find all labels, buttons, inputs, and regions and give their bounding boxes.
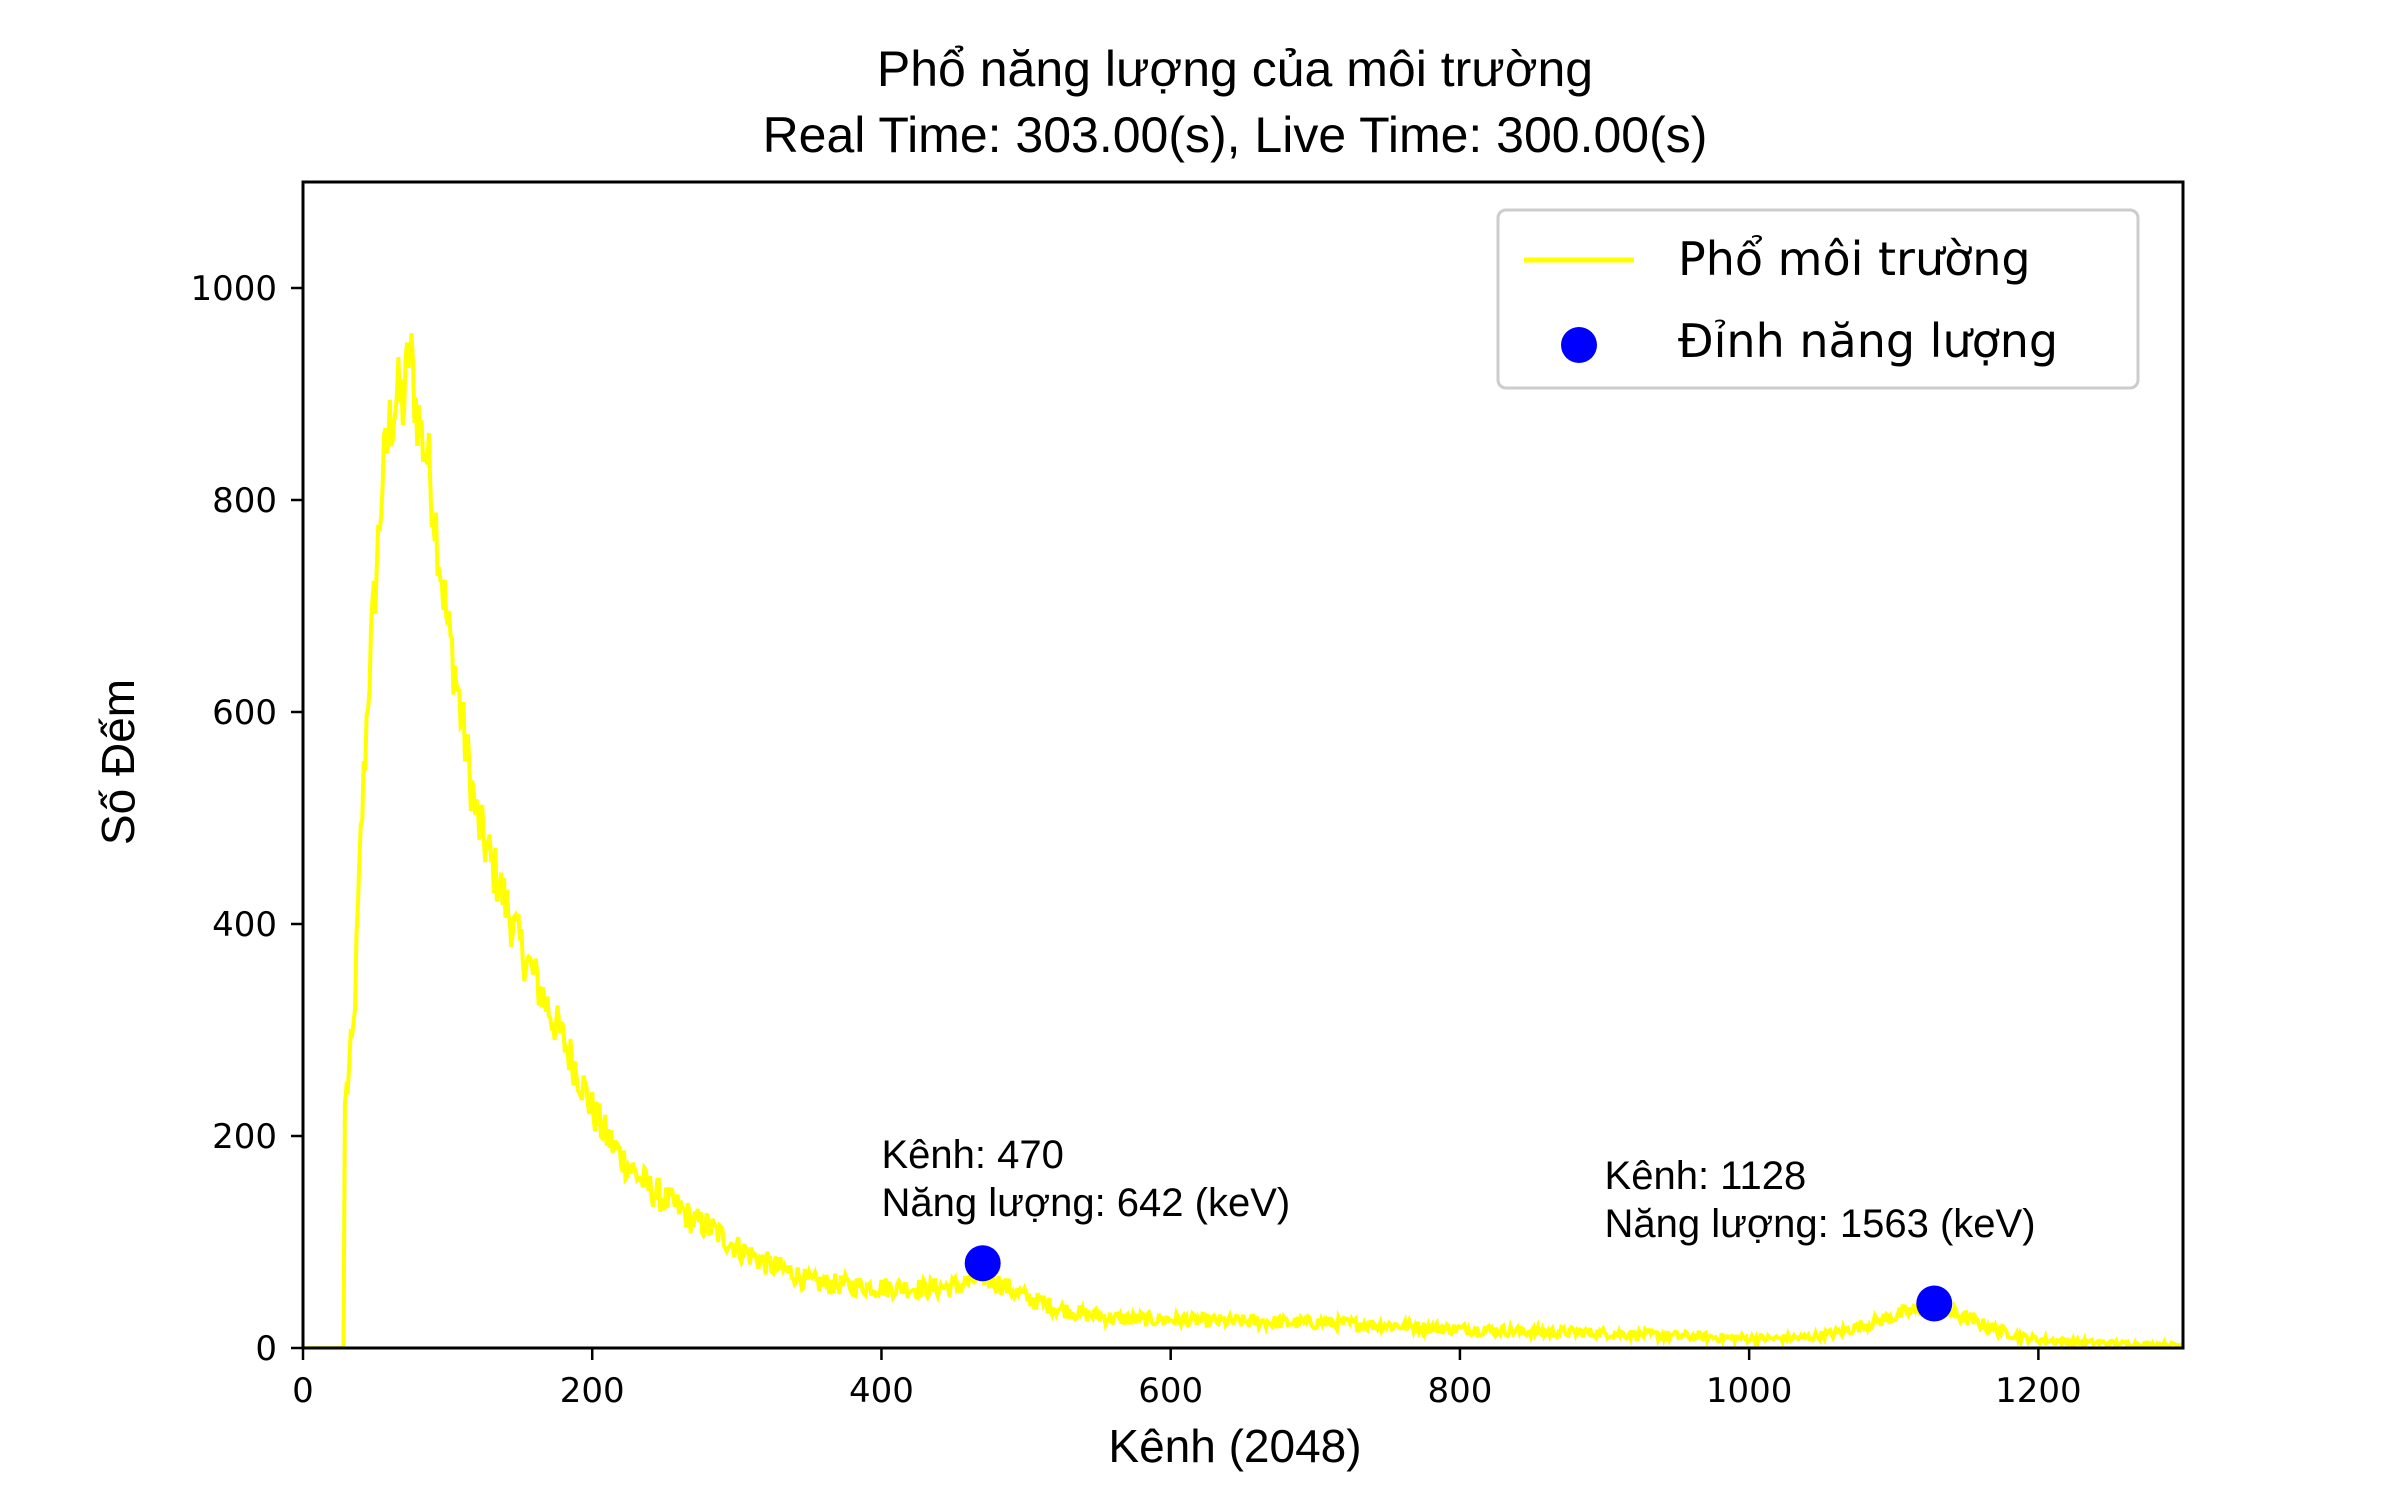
y-tick-label: 0 — [255, 1329, 277, 1369]
legend: Phổ môi trường Đỉnh năng lượng — [1496, 208, 2140, 390]
annotations: Kênh: 470 Năng lượng: 642 (keV) Kênh: 1128… — [881, 1133, 2035, 1246]
y-tick-label: 200 — [212, 1117, 277, 1157]
x-tick-label: 800 — [1427, 1371, 1492, 1411]
peak-marker — [1916, 1285, 1953, 1322]
y-axis-label: Số Đếm — [92, 679, 144, 845]
peak-marker — [964, 1245, 1001, 1282]
legend-box — [1496, 208, 2140, 390]
x-tick-label: 1200 — [1995, 1371, 2082, 1411]
x-axis: 0 200 400 600 800 1000 1200 — [292, 1348, 2082, 1411]
peak-annotation-line: Năng lượng: 642 (keV) — [881, 1181, 1290, 1225]
legend-marker-swatch — [1561, 327, 1597, 363]
x-tick-label: 1000 — [1706, 1371, 1793, 1411]
chart-subtitle: Real Time: 303.00(s), Live Time: 300.00(… — [763, 107, 1708, 163]
plot-area — [301, 180, 2185, 1350]
peak-annotation-line: Năng lượng: 1563 (keV) — [1605, 1202, 2036, 1246]
y-tick-label: 400 — [212, 905, 277, 945]
y-tick-label: 800 — [212, 481, 277, 521]
peak-annotation-line: Kênh: 1128 — [1605, 1154, 1807, 1198]
x-tick-label: 0 — [292, 1371, 314, 1411]
y-axis: 0 200 400 600 800 1000 — [190, 269, 303, 1369]
y-tick-label: 600 — [212, 693, 277, 733]
peak-annotation: Kênh: 1128 Năng lượng: 1563 (keV) — [1605, 1154, 2036, 1246]
x-axis-label: Kênh (2048) — [1108, 1420, 1361, 1472]
x-tick-label: 400 — [849, 1371, 914, 1411]
x-tick-label: 200 — [560, 1371, 625, 1411]
y-tick-label: 1000 — [190, 269, 277, 309]
plot-frame — [301, 180, 2185, 1350]
legend-label-peaks: Đỉnh năng lượng — [1678, 314, 2058, 368]
peak-annotation-line: Kênh: 470 — [881, 1133, 1063, 1177]
peak-annotation: Kênh: 470 Năng lượng: 642 (keV) — [881, 1133, 1290, 1225]
x-tick-label: 600 — [1138, 1371, 1203, 1411]
chart-title: Phổ năng lượng của môi trường — [877, 41, 1593, 97]
legend-label-spectrum: Phổ môi trường — [1678, 232, 2031, 286]
spectrum-line — [303, 332, 2183, 1348]
title-group: Phổ năng lượng của môi trường Real Time:… — [763, 41, 1708, 163]
